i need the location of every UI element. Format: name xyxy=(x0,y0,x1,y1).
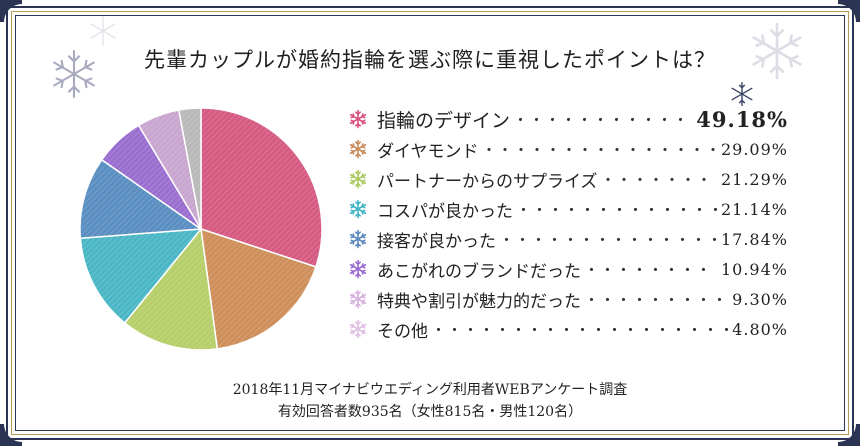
snowflake-marker-icon xyxy=(349,139,367,159)
legend-value: 49.18% xyxy=(696,106,788,132)
legend-label: コスパが良かった xyxy=(377,201,513,222)
leader-dots: ・・・・・・・・・・・・・・・・・・・・・・・・・・・・・・・・・・・・・・・・… xyxy=(481,140,718,159)
chart-title: 先輩カップルが婚約指輪を選ぶ際に重視したポイントは？ xyxy=(144,48,716,72)
legend-label: パートナーからのサプライズ xyxy=(377,171,598,192)
legend-value: 21.29% xyxy=(720,169,788,189)
legend-label: あこがれのブランドだった xyxy=(377,261,581,282)
leader-dots: ・・・・・・・・・・・・・・・・・・・・・・・・・・・・・・・・・・・・・・・・… xyxy=(431,320,729,339)
corner-ornament-bottom-right xyxy=(838,424,860,446)
snowflake-marker-icon xyxy=(349,289,367,309)
inner-frame xyxy=(15,15,845,431)
pie-slice-texture-2 xyxy=(201,229,316,349)
legend-item: コスパが良かった ・・・・・・・・・・・・・・・・・・・・・・・・・・・・・・・… xyxy=(348,194,788,224)
legend-label: 指輪のデザイン xyxy=(377,109,511,132)
leader-dots: ・・・・・・・・・・・・・・・・・・・・・・・・・・・・・・・・・・・・・・・・… xyxy=(513,110,693,129)
legend-item: 特典や割引が魅力的だった ・・・・・・・・・・・・・・・・・・・・・・・・・・・… xyxy=(348,284,788,314)
snowflake-marker-icon xyxy=(349,259,367,279)
snowflake-marker-icon xyxy=(349,229,367,249)
leader-dots: ・・・・・・・・・・・・・・・・・・・・・・・・・・・・・・・・・・・・・・・・… xyxy=(584,290,729,309)
legend-value: 21.14% xyxy=(720,199,788,219)
legend-item: 指輪のデザイン ・・・・・・・・・・・・・・・・・・・・・・・・・・・・・・・・… xyxy=(348,104,788,134)
legend-item: あこがれのブランドだった ・・・・・・・・・・・・・・・・・・・・・・・・・・・… xyxy=(348,254,788,284)
legend-item: パートナーからのサプライズ ・・・・・・・・・・・・・・・・・・・・・・・・・・… xyxy=(348,164,788,194)
legend-label: 特典や割引が魅力的だった xyxy=(377,291,581,312)
outer-frame xyxy=(6,6,854,440)
pie-slice-texture-7 xyxy=(138,110,201,229)
legend-value: 29.09% xyxy=(720,139,788,159)
leader-dots: ・・・・・・・・・・・・・・・・・・・・・・・・・・・・・・・・・・・・・・・・… xyxy=(499,230,718,249)
pie-slice-texture-1 xyxy=(201,108,322,267)
pie-chart xyxy=(79,107,323,351)
leader-dots: ・・・・・・・・・・・・・・・・・・・・・・・・・・・・・・・・・・・・・・・・… xyxy=(584,260,718,279)
legend-item: 接客が良かった ・・・・・・・・・・・・・・・・・・・・・・・・・・・・・・・・… xyxy=(348,224,788,254)
legend-label: その他 xyxy=(377,321,428,342)
pie-slice-texture-6 xyxy=(101,125,201,229)
snowflake-icon xyxy=(52,50,96,98)
corner-ornament-top-right xyxy=(838,0,860,22)
leader-dots: ・・・・・・・・・・・・・・・・・・・・・・・・・・・・・・・・・・・・・・・・… xyxy=(600,170,718,189)
legend-value: 10.94% xyxy=(720,259,788,279)
pie-slice-texture-3 xyxy=(124,229,218,351)
legend-item: ダイヤモンド ・・・・・・・・・・・・・・・・・・・・・・・・・・・・・・・・・… xyxy=(348,134,788,164)
corner-ornament-bottom-left xyxy=(0,424,22,446)
snowflake-icon xyxy=(731,82,753,106)
gold-frame xyxy=(11,11,849,435)
pie-slice-texture-5 xyxy=(79,159,201,239)
leader-dots: ・・・・・・・・・・・・・・・・・・・・・・・・・・・・・・・・・・・・・・・・… xyxy=(516,200,718,219)
snowflake-marker-icon xyxy=(349,319,367,339)
pie-slice-texture-8 xyxy=(178,108,201,229)
snowflake-icon xyxy=(752,22,802,80)
respondent-count-note: 有効回答者数935名（女性815名・男性120名） xyxy=(277,404,583,420)
pie-slice-texture-4 xyxy=(80,229,201,323)
legend: 指輪のデザイン ・・・・・・・・・・・・・・・・・・・・・・・・・・・・・・・・… xyxy=(348,104,788,344)
legend-item: その他 ・・・・・・・・・・・・・・・・・・・・・・・・・・・・・・・・・・・・… xyxy=(348,314,788,344)
legend-value: 9.30% xyxy=(732,289,788,309)
corner-ornament-top-left xyxy=(0,0,22,22)
snowflake-marker-icon xyxy=(349,199,367,219)
legend-value: 4.80% xyxy=(732,319,788,339)
snowflake-marker-icon xyxy=(349,109,367,129)
survey-source-note: 2018年11月マイナビウエディング利用者WEBアンケート調査 xyxy=(232,382,628,398)
legend-value: 17.84% xyxy=(720,229,788,249)
snowflake-icon xyxy=(90,16,116,46)
snowflake-marker-icon xyxy=(349,169,367,189)
legend-label: ダイヤモンド xyxy=(377,141,479,162)
legend-label: 接客が良かった xyxy=(377,231,496,252)
